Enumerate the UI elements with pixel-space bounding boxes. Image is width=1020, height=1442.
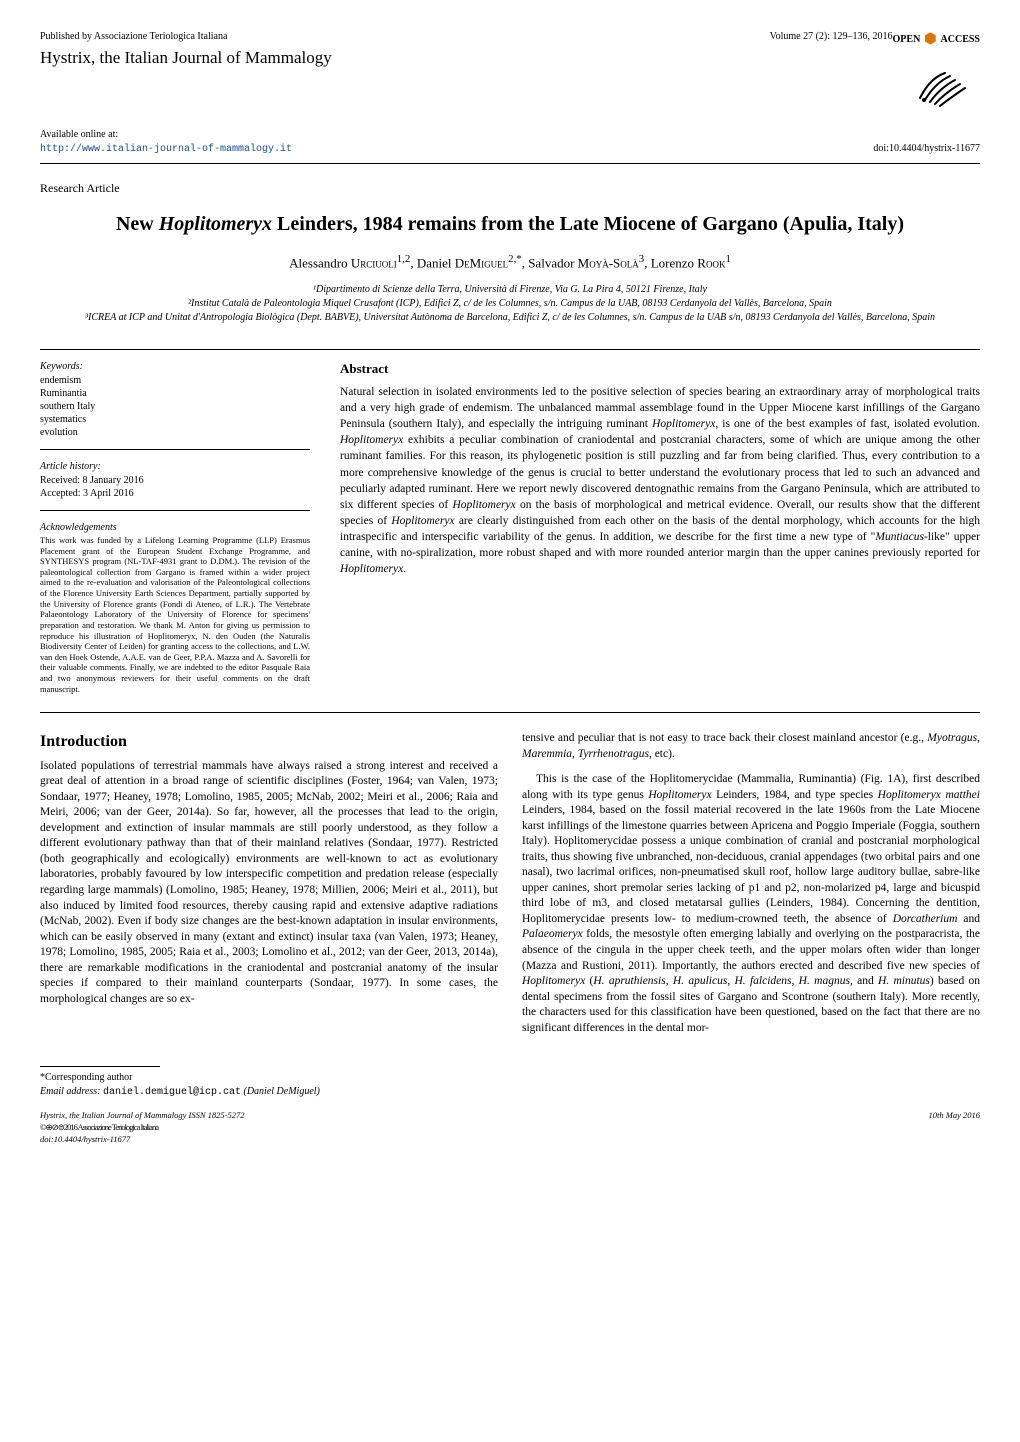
corresponding-author: *Corresponding author: [40, 1071, 980, 1085]
body-para-1: Isolated populations of terrestrial mamm…: [40, 759, 498, 1007]
meta-divider-1: [40, 449, 310, 450]
publisher-line: Published by Associazione Teriologica It…: [40, 30, 770, 44]
acknowledgements-label: Acknowledgements: [40, 521, 310, 535]
acknowledgements-text: This work was funded by a Lifelong Learn…: [40, 535, 310, 694]
abstract-heading: Abstract: [340, 360, 980, 378]
email-address[interactable]: daniel.demiguel@icp.cat: [103, 1087, 241, 1098]
footer-date: 10th May 2016: [929, 1110, 980, 1146]
title-genus: Hoplitomeryx: [159, 213, 272, 235]
accepted-date: Accepted: 3 April 2016: [40, 487, 310, 500]
footer-doi: doi:10.4404/hystrix-11677: [40, 1134, 244, 1146]
open-access-badge: OPEN ⬢ ACCESS: [893, 30, 980, 50]
open-access-icon: ⬢: [924, 30, 936, 50]
doi-text: doi:10.4404/hystrix-11677: [873, 142, 980, 157]
affiliations: ¹Dipartimento di Scienze della Terra, Un…: [40, 283, 980, 325]
received-date: Received: 8 January 2016: [40, 474, 310, 487]
online-row: http://www.italian-journal-of-mammalogy.…: [40, 142, 980, 164]
body-para-2: This is the case of the Hoplitomerycidae…: [522, 772, 980, 1036]
acknowledgements-block: Acknowledgements This work was funded by…: [40, 521, 310, 694]
email-line: Email address: daniel.demiguel@icp.cat (…: [40, 1085, 980, 1100]
email-label: Email address:: [40, 1086, 100, 1097]
body-columns: Introduction Isolated populations of ter…: [40, 731, 980, 1036]
body-para-1b: tensive and peculiar that is not easy to…: [522, 731, 980, 762]
meta-abstract-row: Keywords: endemismRuminantiasouthern Ita…: [40, 360, 980, 702]
keywords-block: Keywords: endemismRuminantiasouthern Ita…: [40, 360, 310, 439]
title-pre: New: [116, 213, 159, 235]
journal-title: Hystrix, the Italian Journal of Mammalog…: [40, 46, 770, 70]
keywords-label: Keywords:: [40, 360, 310, 374]
header-left: Published by Associazione Teriologica It…: [40, 30, 770, 70]
introduction-heading: Introduction: [40, 731, 498, 753]
header-right: OPEN ⬢ ACCESS: [893, 30, 980, 108]
history-label: Article history:: [40, 460, 310, 474]
article-type: Research Article: [40, 180, 980, 197]
access-text: ACCESS: [941, 33, 980, 47]
footer-bottom: Hystrix, the Italian Journal of Mammalog…: [40, 1110, 980, 1146]
footer-cc: ©⊕⊘⊜2016 Associazione Teriologica Italia…: [40, 1122, 244, 1134]
header-center: Volume 27 (2): 129–136, 2016: [770, 30, 893, 44]
title-post: Leinders, 1984 remains from the Late Mio…: [272, 213, 904, 235]
meta-column: Keywords: endemismRuminantiasouthern Ita…: [40, 360, 310, 702]
history-block: Article history: Received: 8 January 201…: [40, 460, 310, 500]
abstract-column: Abstract Natural selection in isolated e…: [340, 360, 980, 702]
open-access-text: OPEN: [893, 33, 921, 47]
meta-divider-2: [40, 510, 310, 511]
footer-left: Hystrix, the Italian Journal of Mammalog…: [40, 1110, 244, 1146]
footer-issn: Hystrix, the Italian Journal of Mammalog…: [40, 1110, 244, 1122]
available-online-label: Available online at:: [40, 128, 980, 142]
email-author-name: (Daniel DeMiguel): [244, 1086, 320, 1097]
online-left: http://www.italian-journal-of-mammalogy.…: [40, 142, 292, 157]
cc-icons: ©⊕⊘⊜2016 Associazione Teriologica Italia…: [40, 1122, 158, 1132]
journal-logo-icon: [910, 58, 980, 108]
keywords-list: endemismRuminantiasouthern Italysystemat…: [40, 374, 310, 439]
journal-url[interactable]: http://www.italian-journal-of-mammalogy.…: [40, 144, 292, 155]
abstract-body: Natural selection in isolated environmen…: [340, 384, 980, 577]
divider-bottom: [40, 712, 980, 713]
divider-top: [40, 349, 980, 350]
volume-info: Volume 27 (2): 129–136, 2016: [770, 30, 893, 44]
article-title: New Hoplitomeryx Leinders, 1984 remains …: [40, 210, 980, 238]
footer: *Corresponding author Email address: dan…: [40, 1066, 980, 1146]
footnote-rule: [40, 1066, 160, 1067]
header-top: Published by Associazione Teriologica It…: [40, 30, 980, 108]
authors-line: Alessandro Urciuoli1,2, Daniel DeMiguel2…: [40, 252, 980, 273]
